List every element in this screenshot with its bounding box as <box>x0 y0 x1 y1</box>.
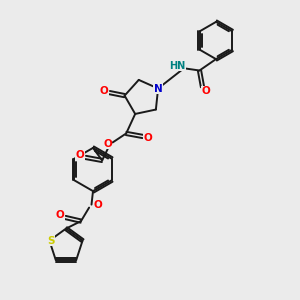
Text: O: O <box>56 210 64 220</box>
Text: O: O <box>201 86 210 97</box>
Text: O: O <box>76 150 85 160</box>
Text: N: N <box>154 83 163 94</box>
Text: O: O <box>93 200 102 210</box>
Text: O: O <box>100 86 109 96</box>
Text: O: O <box>144 133 152 143</box>
Text: O: O <box>103 139 112 149</box>
Text: HN: HN <box>169 61 185 71</box>
Text: S: S <box>47 236 55 246</box>
